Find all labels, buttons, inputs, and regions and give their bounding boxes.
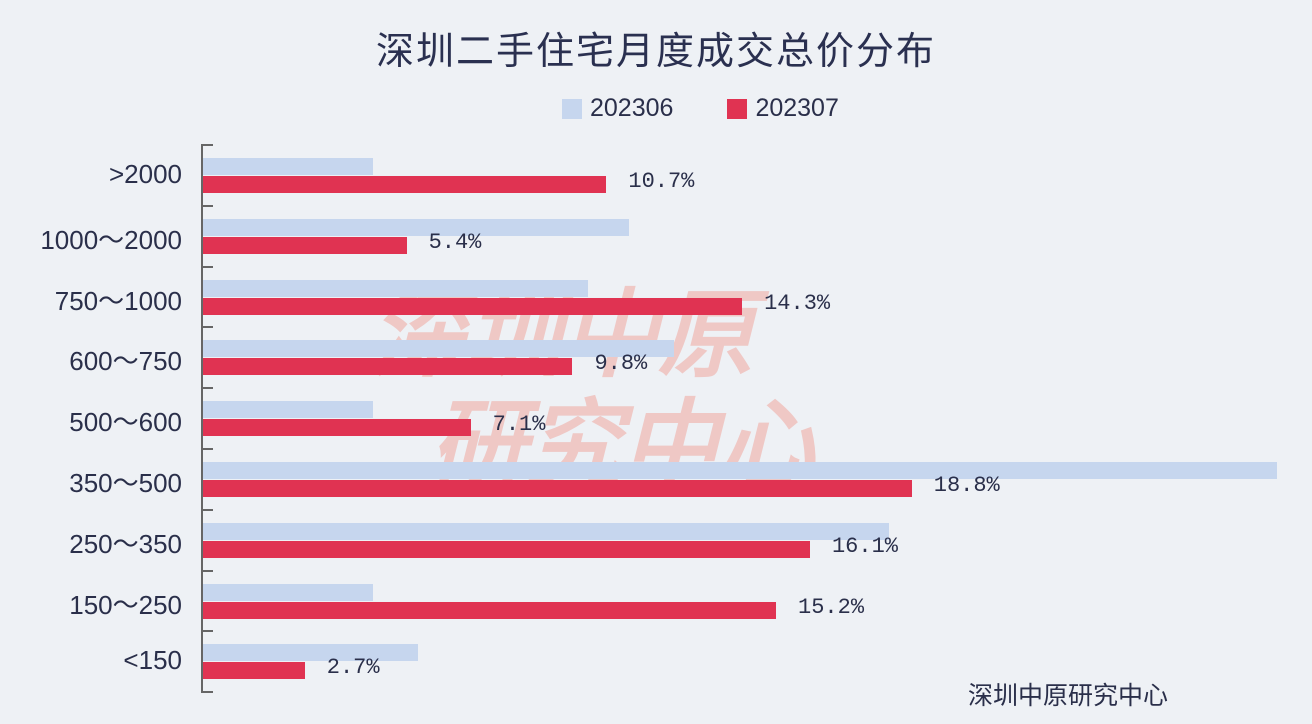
axis-tick bbox=[201, 144, 213, 146]
source-label: 深圳中原研究中心 bbox=[968, 681, 1169, 710]
value-label: 15.2% bbox=[798, 594, 865, 620]
value-label: 16.1% bbox=[831, 533, 898, 559]
axis-tick bbox=[201, 569, 213, 572]
bar-202306 bbox=[203, 218, 629, 236]
chart-title: 深圳二手住宅月度成交总价分布 bbox=[375, 29, 936, 73]
category-label: 500～600 bbox=[69, 407, 182, 438]
bar-row: 150～250 15.2% bbox=[0, 571, 1312, 632]
bar-row: >2000 10.7% bbox=[0, 145, 1312, 206]
bar-202307 bbox=[203, 176, 607, 193]
value-label: 18.8% bbox=[933, 473, 1000, 498]
bar-row: 600～750 9.8% bbox=[0, 327, 1312, 388]
legend-item-202306: 202306 bbox=[562, 94, 673, 123]
axis-tick bbox=[201, 691, 213, 694]
legend-label: 202307 bbox=[755, 94, 839, 122]
bar-202307 bbox=[203, 419, 471, 437]
bar-202306 bbox=[203, 158, 373, 175]
bar-row: <150 2.7% bbox=[0, 631, 1312, 692]
value-label: 5.4% bbox=[428, 229, 482, 255]
axis-tick bbox=[201, 630, 213, 633]
axis-tick bbox=[201, 326, 213, 329]
legend-label: 202306 bbox=[590, 94, 674, 122]
bar-202306 bbox=[203, 401, 373, 419]
category-label: >2000 bbox=[108, 159, 182, 189]
axis-tick bbox=[201, 204, 213, 207]
bar-row: 750～1000 14.3% bbox=[0, 267, 1312, 328]
value-label: 9.8% bbox=[594, 351, 648, 377]
bar-202307 bbox=[203, 358, 573, 376]
value-label: 7.1% bbox=[492, 412, 546, 438]
axis-tick bbox=[201, 265, 213, 268]
legend-swatch-202307 bbox=[727, 98, 748, 119]
category-label: 350～500 bbox=[69, 468, 182, 498]
y-axis bbox=[201, 145, 203, 692]
bar-202307 bbox=[203, 236, 407, 254]
bar-202306 bbox=[203, 644, 418, 662]
bar-202306 bbox=[203, 583, 373, 601]
axis-tick bbox=[201, 387, 213, 390]
category-label: 1000～2000 bbox=[40, 224, 182, 255]
axis-tick bbox=[201, 508, 213, 511]
category-label: 150～250 bbox=[69, 589, 182, 620]
bar-202306 bbox=[203, 462, 1278, 479]
bar-row: 1000～2000 5.4% bbox=[0, 206, 1312, 267]
bar-202307 bbox=[203, 662, 305, 680]
legend-item-202307: 202307 bbox=[727, 94, 839, 123]
category-label: 600～750 bbox=[69, 346, 182, 377]
legend-swatch-202306 bbox=[562, 98, 582, 119]
bar-202306 bbox=[203, 340, 675, 358]
legend: 202306 202307 bbox=[562, 94, 839, 123]
bar-202307 bbox=[203, 540, 810, 558]
bar-202306 bbox=[203, 522, 890, 540]
category-label: 750～1000 bbox=[54, 285, 182, 316]
value-label: 2.7% bbox=[326, 655, 380, 681]
bar-202307 bbox=[203, 601, 777, 619]
bar-202307 bbox=[203, 297, 743, 315]
axis-tick bbox=[201, 448, 213, 450]
bar-row: 350～500 18.8% bbox=[0, 449, 1312, 510]
category-label: <150 bbox=[123, 645, 182, 676]
category-label: 250～350 bbox=[69, 528, 182, 559]
bar-202306 bbox=[203, 279, 588, 297]
value-label: 10.7% bbox=[628, 169, 695, 194]
bar-202307 bbox=[203, 480, 912, 497]
value-label: 14.3% bbox=[764, 290, 831, 316]
bar-row: 500～600 7.1% bbox=[0, 388, 1312, 449]
bar-row: 250～350 16.1% bbox=[0, 510, 1312, 571]
